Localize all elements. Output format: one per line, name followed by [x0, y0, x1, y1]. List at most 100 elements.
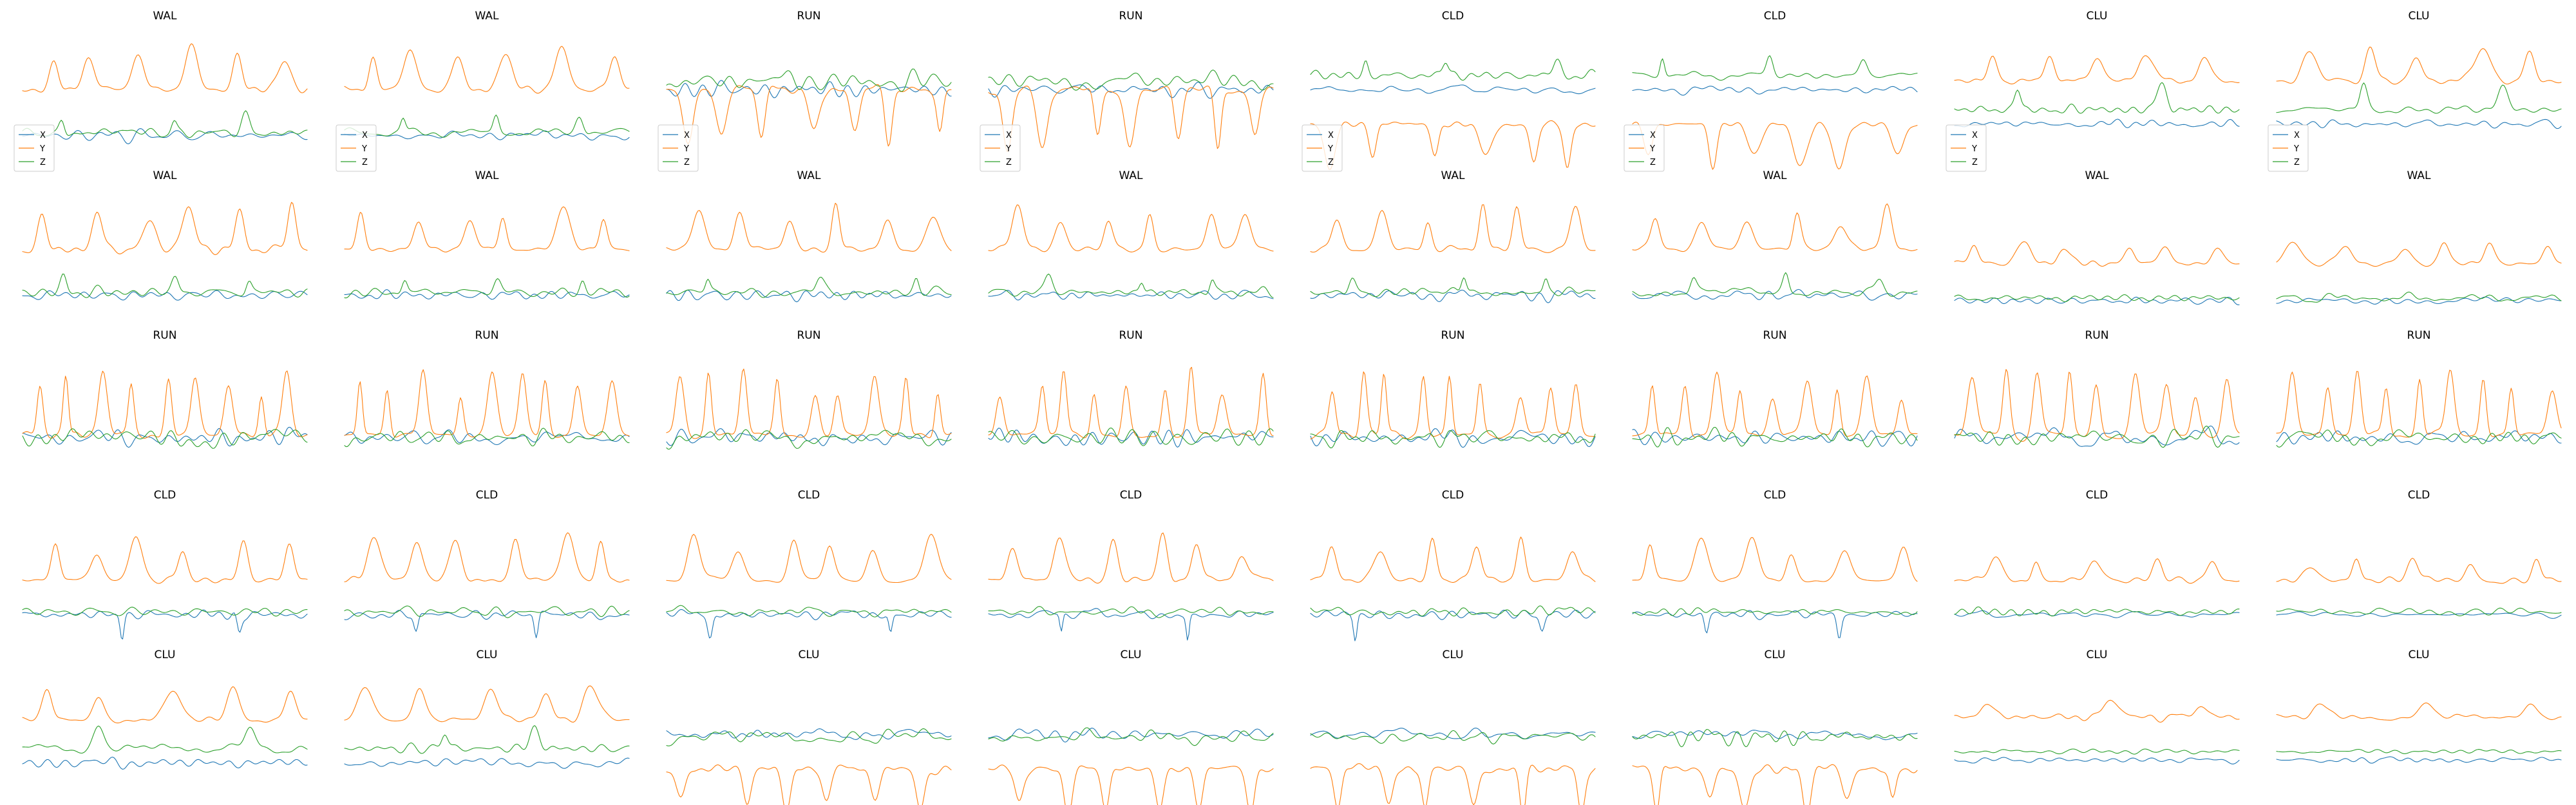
panel-14: WAL [1632, 169, 1918, 301]
legend-label-z: Z [1972, 158, 1978, 167]
series-line-z [1310, 277, 1596, 298]
series-line-z [988, 727, 1274, 746]
series-line-z [1954, 82, 2240, 114]
series-line-x [988, 608, 1274, 641]
series-line-x [988, 428, 1274, 448]
panel-24: RUN [2276, 329, 2562, 448]
panel-2: WAL XYZ [336, 10, 630, 172]
panel-title: CLD [798, 489, 820, 502]
panel-18: RUN [344, 329, 630, 448]
panel-7: CLU XYZ [1946, 10, 2240, 172]
series-line-y [1632, 122, 1918, 170]
panel-38: CLU [1632, 649, 1918, 805]
series-line-z [1632, 426, 1918, 448]
series-line-y [666, 368, 952, 439]
panel-title: CLD [1442, 489, 1464, 502]
legend-label-z: Z [1650, 158, 1656, 167]
series-line-z [1310, 605, 1596, 617]
panel-15: WAL [1954, 169, 2240, 305]
series-line-x [344, 289, 630, 300]
series-line-y [22, 686, 308, 724]
panel-25: CLD [22, 489, 308, 639]
series-line-x [22, 609, 308, 639]
series-line-y [22, 43, 308, 93]
series-line-x [344, 130, 630, 141]
series-line-x [344, 757, 630, 769]
series-line-z [666, 605, 952, 618]
series-line-x [22, 426, 308, 448]
series-line-x [1632, 610, 1918, 638]
panel-29: CLD [1310, 489, 1596, 641]
panel-1: WAL XYZ [14, 10, 308, 172]
series-line-z [666, 276, 952, 298]
series-line-y [1954, 369, 2240, 442]
series-line-z [22, 110, 308, 138]
panel-title: CLU [2409, 649, 2430, 661]
series-line-y [344, 685, 630, 723]
panel-36: CLU [988, 649, 1274, 805]
series-line-x [666, 609, 952, 639]
panel-title: CLD [1764, 489, 1786, 502]
panel-title: WAL [475, 169, 500, 182]
series-line-x [2276, 430, 2562, 445]
series-line-x [1632, 86, 1918, 96]
series-line-y [666, 533, 952, 583]
panel-6: CLD XYZ [1624, 10, 1918, 172]
panel-8: CLU XYZ [2268, 10, 2562, 172]
legend-label-z: Z [2294, 158, 2300, 167]
series-line-z [666, 728, 952, 746]
series-line-z [2276, 429, 2562, 448]
panel-title: WAL [797, 169, 822, 182]
series-line-y [22, 536, 308, 584]
series-line-y [344, 46, 630, 94]
panel-title: CLU [1765, 649, 1786, 661]
series-line-y [988, 204, 1274, 252]
series-line-x [1310, 428, 1596, 448]
legend-label-x: X [1650, 131, 1656, 140]
series-line-z [1954, 606, 2240, 617]
series-line-z [1310, 430, 1596, 449]
series-line-y [1954, 241, 2240, 267]
series-line-x [344, 610, 630, 638]
panel-32: CLD [2276, 489, 2562, 619]
legend-label-x: X [2294, 131, 2300, 140]
panel-title: RUN [1119, 329, 1143, 342]
series-line-y [22, 202, 308, 256]
panel-4: RUN XYZ [980, 10, 1274, 172]
series-line-x [2276, 118, 2562, 129]
legend-label-z: Z [362, 158, 368, 167]
series-line-y [666, 764, 952, 805]
series-line-x [1632, 289, 1918, 301]
series-line-y [988, 85, 1274, 153]
panel-title: RUN [797, 329, 821, 342]
panel-title: WAL [2085, 169, 2110, 182]
legend-label-z: Z [684, 158, 690, 167]
panel-17: RUN [22, 329, 308, 449]
series-line-y [1954, 556, 2240, 584]
series-line-z [344, 278, 630, 299]
panel-title: CLU [2087, 10, 2108, 23]
series-line-x [22, 128, 308, 144]
series-line-y [1954, 699, 2240, 723]
series-line-y [988, 532, 1274, 584]
series-line-z [666, 429, 952, 450]
panel-9: WAL [22, 169, 308, 301]
series-line-y [344, 206, 630, 252]
legend-label-z: Z [40, 158, 46, 167]
panel-title: CLU [2087, 649, 2108, 661]
series-line-z [1954, 294, 2240, 303]
series-line-z [344, 428, 630, 448]
series-line-z [988, 428, 1274, 446]
panel-33: CLU [22, 649, 308, 770]
series-line-z [22, 607, 308, 617]
series-line-y [2276, 702, 2562, 721]
series-line-z [1632, 607, 1918, 616]
panel-11: WAL [666, 169, 952, 303]
panel-10: WAL [344, 169, 630, 300]
panel-12: WAL [988, 169, 1274, 301]
panel-title: CLD [154, 489, 176, 502]
legend-label-y: Y [39, 144, 45, 154]
panel-title: RUN [1119, 10, 1143, 23]
series-line-z [1632, 55, 1918, 81]
